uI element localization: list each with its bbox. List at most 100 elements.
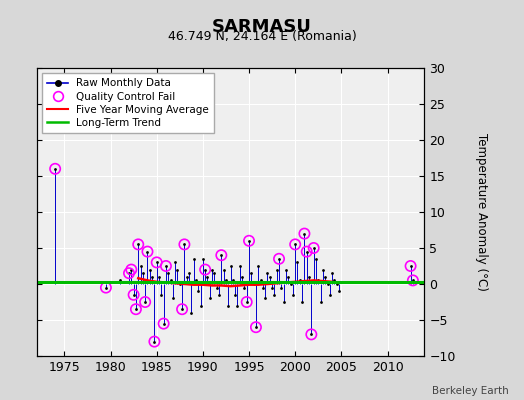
Point <box>245 238 253 244</box>
Point <box>321 274 330 280</box>
Point <box>302 248 311 255</box>
Point <box>310 245 318 251</box>
Point <box>220 266 228 273</box>
Point <box>159 320 168 327</box>
Point <box>314 277 322 284</box>
Point <box>243 299 251 305</box>
Point <box>102 284 110 291</box>
Point <box>178 306 187 312</box>
Point <box>275 256 283 262</box>
Point <box>162 263 170 269</box>
Point <box>261 295 269 302</box>
Point <box>166 277 174 284</box>
Point <box>143 248 151 255</box>
Point <box>201 266 210 273</box>
Point <box>205 295 214 302</box>
Point <box>409 277 417 284</box>
Point <box>335 288 343 294</box>
Point <box>298 299 307 305</box>
Point <box>141 299 149 305</box>
Legend: Raw Monthly Data, Quality Control Fail, Five Year Moving Average, Long-Term Tren: Raw Monthly Data, Quality Control Fail, … <box>42 73 214 133</box>
Point <box>210 270 219 276</box>
Point <box>245 238 253 244</box>
Point <box>162 263 170 269</box>
Point <box>217 252 225 258</box>
Point <box>328 270 336 276</box>
Point <box>409 277 417 284</box>
Point <box>157 292 166 298</box>
Point <box>180 241 189 248</box>
Point <box>272 266 281 273</box>
Point <box>279 299 288 305</box>
Point <box>247 270 256 276</box>
Point <box>116 277 124 284</box>
Point <box>127 266 136 273</box>
Point <box>127 266 136 273</box>
Point <box>185 270 193 276</box>
Point <box>252 324 260 330</box>
Point <box>150 338 159 345</box>
Point <box>231 292 239 298</box>
Point <box>171 259 179 266</box>
Point <box>125 270 133 276</box>
Point <box>263 270 271 276</box>
Point <box>143 248 151 255</box>
Point <box>199 256 207 262</box>
Point <box>270 292 279 298</box>
Point <box>51 166 59 172</box>
Point <box>268 284 276 291</box>
Point <box>217 252 225 258</box>
Point <box>236 263 244 269</box>
Point <box>194 288 202 294</box>
Point <box>249 281 258 287</box>
Point <box>300 230 309 237</box>
Point <box>190 256 198 262</box>
Point <box>152 259 161 266</box>
Point <box>224 302 233 309</box>
Point <box>159 320 168 327</box>
Point <box>215 292 223 298</box>
Point <box>252 324 260 330</box>
Point <box>330 277 339 284</box>
Point <box>266 274 274 280</box>
Point <box>173 266 182 273</box>
Point <box>302 248 311 255</box>
Point <box>323 281 332 287</box>
Point <box>51 166 59 172</box>
Point <box>139 270 147 276</box>
Point <box>254 263 263 269</box>
Point <box>150 338 159 345</box>
Point <box>307 331 315 338</box>
Point <box>187 310 195 316</box>
Point <box>129 292 138 298</box>
Point <box>407 263 415 269</box>
Point <box>164 270 172 276</box>
Point <box>136 263 145 269</box>
Point <box>226 263 235 269</box>
Point <box>201 266 210 273</box>
Point <box>275 256 283 262</box>
Point <box>259 284 267 291</box>
Point <box>148 274 156 280</box>
Point <box>333 281 341 287</box>
Point <box>307 331 315 338</box>
Point <box>289 292 297 298</box>
Point <box>300 230 309 237</box>
Point <box>132 306 140 312</box>
Point <box>134 241 143 248</box>
Y-axis label: Temperature Anomaly (°C): Temperature Anomaly (°C) <box>475 133 488 291</box>
Point <box>141 299 149 305</box>
Point <box>155 274 163 280</box>
Point <box>407 263 415 269</box>
Point <box>203 274 212 280</box>
Point <box>282 266 290 273</box>
Point <box>312 256 320 262</box>
Point <box>310 245 318 251</box>
Point <box>146 266 154 273</box>
Text: SARMASU: SARMASU <box>212 18 312 36</box>
Point <box>238 274 246 280</box>
Point <box>291 241 299 248</box>
Point <box>316 299 325 305</box>
Point <box>152 259 161 266</box>
Point <box>129 292 138 298</box>
